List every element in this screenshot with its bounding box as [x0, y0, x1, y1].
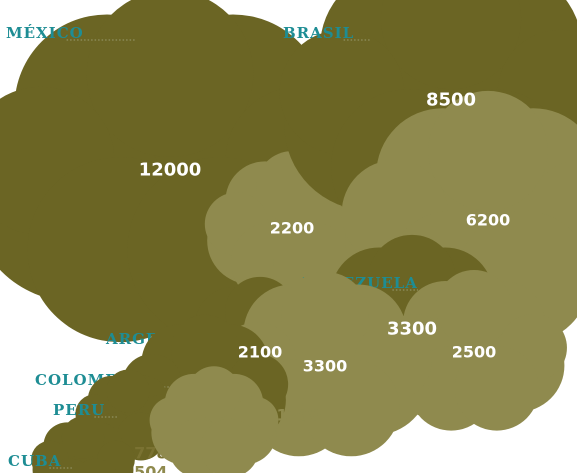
- value-mexico-primary: 12000: [139, 160, 202, 181]
- label-brasil: BRASIL: [283, 24, 354, 42]
- label-mexico: MÉXICO: [6, 24, 84, 42]
- value-brasil-secondary: 6200: [466, 211, 511, 230]
- value-colombia-secondary: 1200: [277, 406, 322, 425]
- value-venezuela-primary: 3300: [387, 319, 437, 340]
- label-cuba: CUBA: [8, 452, 61, 470]
- value-argentina-primary: 2100: [238, 343, 283, 362]
- cloud-colombia-secondary: [149, 366, 279, 473]
- value-brasil-primary: 8500: [426, 90, 476, 111]
- value-argentina-secondary: 3300: [303, 357, 348, 376]
- value-mexico-secondary: 2200: [270, 219, 315, 238]
- cloud-cuba-primary: [31, 416, 135, 473]
- value-cuba-secondary: 504: [134, 463, 167, 473]
- value-venezuela-secondary: 2500: [452, 343, 497, 362]
- cloud-mexico-secondary: [204, 151, 380, 302]
- label-peru: PERU: [53, 401, 105, 419]
